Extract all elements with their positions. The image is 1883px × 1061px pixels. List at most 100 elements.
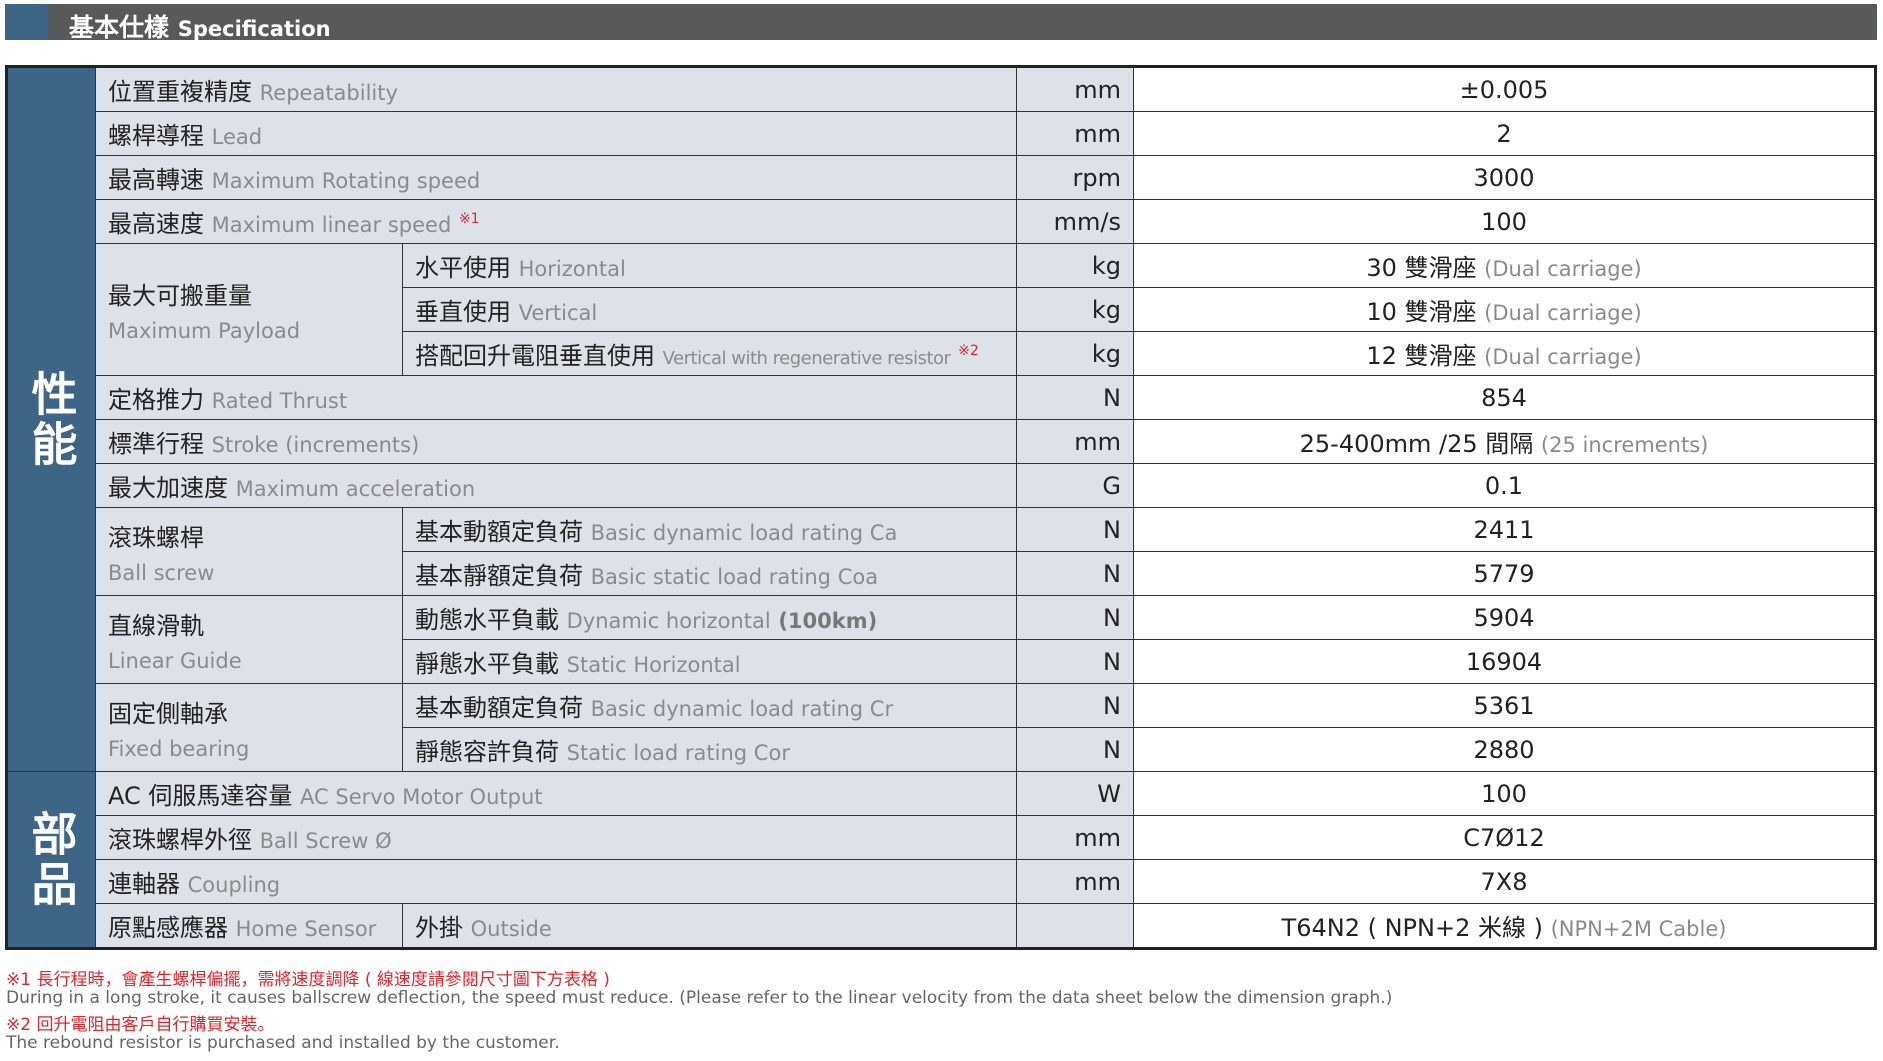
label-en: Ball Screw Ø [259,829,392,853]
value: 30 雙滑座 (Dual carriage) [1133,243,1876,288]
group-label: 滾珠螺桿 Ball screw [95,507,403,596]
value: 854 [1133,375,1876,420]
label-en: Basic dynamic load rating Cr [590,697,894,721]
spec-sublabel: 基本動額定負荷 Basic dynamic load rating Ca [402,507,1017,552]
value: T64N2 ( NPN+2 米線 ) (NPN+2M Cable) [1133,903,1876,949]
value: 5779 [1133,551,1876,596]
spec-sublabel: 搭配回升電阻垂直使用 Vertical with regenerative re… [402,331,1017,376]
label-zh: 基本動額定負荷 [415,518,583,546]
label-zh: 垂直使用 [415,298,511,326]
table-row: 最高速度 Maximum linear speed ※1 mm/s 100 [7,199,1876,244]
spec-label: 連軸器 Coupling [95,859,1017,904]
label-zh: 位置重複精度 [108,78,252,106]
table-row: 最高轉速 Maximum Rotating speed rpm 3000 [7,155,1876,200]
group-label: 最大可搬重量 Maximum Payload [95,243,403,376]
label-en: Lead [211,125,263,149]
label-zh: AC 伺服馬達容量 [108,782,293,810]
section-performance: 性能 [6,66,96,772]
header-accent [5,4,47,40]
spec-sublabel: 基本靜額定負荷 Basic static load rating Coa [402,551,1017,596]
table-row: 原點感應器 Home Sensor 外掛 Outside T64N2 ( NPN+2… [7,903,1876,949]
unit: mm [1016,66,1134,112]
label-en: Horizontal [518,257,626,281]
label-zh: 靜態容許負荷 [415,738,559,766]
table-row: 部品 AC 伺服馬達容量 AC Servo Motor Output W 100 [6,771,1876,949]
label-en: AC Servo Motor Output [300,785,543,809]
spec-table: 性能 位置重複精度 Repeatability mm ±0.005 螺桿導程 Lead m… [5,65,1877,950]
value: 5361 [1133,683,1876,728]
table-row: 性能 位置重複精度 Repeatability mm ±0.005 [6,66,1876,772]
group-label: 固定側軸承 Fixed bearing [95,683,403,772]
label-en: Static load rating Cor [566,741,790,765]
table-row: 標準行程 Stroke (increments) mm 25-400mm /25 間… [7,419,1876,464]
label-zh: 定格推力 [108,386,204,414]
section-parts: 部品 [6,771,96,949]
unit: mm [1016,419,1134,464]
group-label: 直線滑軌 Linear Guide [95,595,403,684]
label-en: Maximum Rotating speed [211,169,481,193]
unit: N [1016,551,1134,596]
table-row: 連軸器 Coupling mm 7X8 [7,859,1876,904]
spec-sublabel: 垂直使用 Vertical [402,287,1017,332]
label-en: Repeatability [259,81,398,105]
label-en: Maximum linear speed [211,213,452,237]
value: 2880 [1133,727,1876,772]
label-en: Vertical with regenerative resistor [662,348,951,369]
label-en: Basic dynamic load rating Ca [590,521,898,545]
table-row: 基本靜額定負荷 Basic static load rating Coa N 577… [7,551,1876,596]
spec-label: AC 伺服馬達容量 AC Servo Motor Output [95,771,1017,816]
label-zh: 原點感應器 [108,914,228,942]
value: 100 [1133,199,1876,244]
unit: N [1016,683,1134,728]
unit: W [1016,771,1134,816]
label-en: Static Horizontal [566,653,741,677]
unit: N [1016,727,1134,772]
spec-sublabel: 水平使用 Horizontal [402,243,1017,288]
value: 2411 [1133,507,1876,552]
spec-label: 原點感應器 Home Sensor [95,903,403,949]
spec-label: 滾珠螺桿外徑 Ball Screw Ø [95,815,1017,860]
label-zh: 標準行程 [108,430,204,458]
label-zh: 動態水平負載 [415,606,559,634]
value: ±0.005 [1133,66,1876,112]
value: 7X8 [1133,859,1876,904]
spec-sublabel: 外掛 Outside [402,903,1017,949]
value: 3000 [1133,155,1876,200]
spec-sublabel: 動態水平負載 Dynamic horizontal (100km) [402,595,1017,640]
label-en: Vertical [518,301,598,325]
label-zh: 滾珠螺桿外徑 [108,826,252,854]
table-row: 垂直使用 Vertical kg 10 雙滑座 (Dual carriage) [7,287,1876,332]
unit: N [1016,595,1134,640]
table-row: 螺桿導程 Lead mm 2 [7,111,1876,156]
label-zh: 靜態水平負載 [415,650,559,678]
table-row: 直線滑軌 Linear Guide 動態水平負載 Dynamic horizonta… [7,595,1876,684]
value: 2 [1133,111,1876,156]
footnote-1-zh: ※1 長行程時，會產生螺桿偏擺，需將速度調降 ( 線速度請參閱尺寸圖下方表格 ) [6,970,610,990]
section-header: 基本仕樣 Specification [5,4,1877,42]
unit: mm/s [1016,199,1134,244]
value: 0.1 [1133,463,1876,508]
spec-label: 最高轉速 Maximum Rotating speed [95,155,1017,200]
unit [1016,903,1134,949]
unit: kg [1016,287,1134,332]
spec-label: 最高速度 Maximum linear speed ※1 [95,199,1017,244]
spec-label: 最大加速度 Maximum acceleration [95,463,1017,508]
label-en: Maximum acceleration [235,477,476,501]
label-zh: 基本靜額定負荷 [415,562,583,590]
label-zh: 搭配回升電阻垂直使用 [415,342,655,370]
spec-label: 標準行程 Stroke (increments) [95,419,1017,464]
table-row: 定格推力 Rated Thrust N 854 [7,375,1876,420]
spec-label: 螺桿導程 Lead [95,111,1017,156]
unit: N [1016,507,1134,552]
label-en: Rated Thrust [211,389,348,413]
footnote-2-zh: ※2 回升電阻由客戶自行購買安裝。 [6,1015,275,1035]
unit: N [1016,639,1134,684]
note-mark: ※2 [958,343,979,359]
label-en: Dynamic horizontal [566,609,771,633]
value: 16904 [1133,639,1876,684]
label-zh: 最高轉速 [108,166,204,194]
spec-label: 定格推力 Rated Thrust [95,375,1017,420]
unit: N [1016,375,1134,420]
unit: mm [1016,815,1134,860]
